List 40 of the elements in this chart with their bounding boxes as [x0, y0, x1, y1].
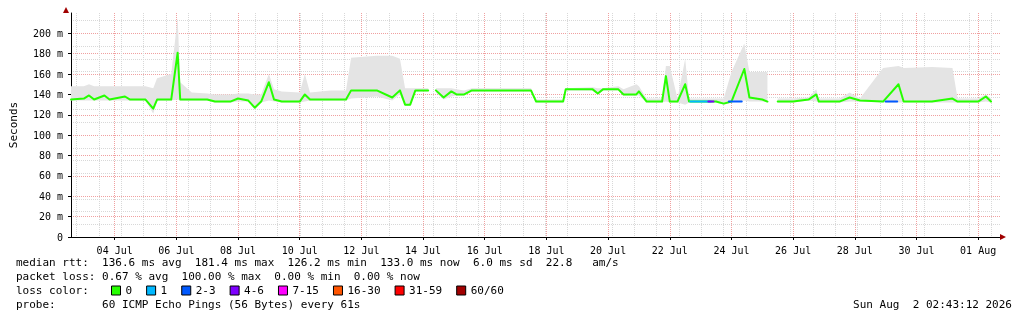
legend-label: 60/60 [470, 284, 504, 297]
y-tick-label: 20 m [38, 211, 63, 223]
x-tick-label: 30 Jul [898, 244, 935, 256]
legend-label: 0 [125, 284, 133, 297]
x-tick-label: 18 Jul [528, 244, 565, 256]
legend-label: 1 [160, 284, 168, 297]
x-tick-label: 01 Aug [960, 244, 997, 256]
text: median rtt: 136.6 ms avg 181.4 ms max 126.2 ms min 133.0 ms now 6.0 ms sd 22.8 am/s [16, 256, 619, 269]
x-tick-label: 28 Jul [836, 244, 873, 256]
legend-title: loss color: [16, 284, 89, 297]
y-tick-label: 80 m [38, 150, 63, 162]
x-tick-label: 14 Jul [405, 244, 442, 256]
y-tick-label: 200 m [32, 27, 63, 39]
text: probe: 60 ICMP Echo Pings (56 Bytes) every 61s [16, 298, 361, 311]
x-tick-label: 16 Jul [466, 244, 503, 256]
legend-label: 31-59 [409, 284, 443, 297]
x-tick-label: 06 Jul [158, 244, 195, 256]
y-axis-title: Seconds [7, 101, 20, 149]
legend-label: 16-30 [347, 284, 381, 297]
legend-label: 2-3 [195, 284, 216, 297]
x-tick-label: 12 Jul [343, 244, 380, 256]
legend-label: 7-15 [292, 284, 319, 297]
y-tick-label: 100 m [32, 129, 63, 141]
x-tick-label: 20 Jul [590, 244, 627, 256]
y-tick-label: 160 m [32, 68, 63, 80]
text: Sun Aug 2 02:43:12 2026 [853, 298, 1012, 311]
x-tick-label: 08 Jul [219, 244, 257, 256]
x-tick-label: 04 Jul [96, 244, 133, 256]
x-tick-label: 24 Jul [713, 244, 750, 256]
y-tick-label: 0 [56, 231, 63, 243]
y-tick-label: 60 m [38, 170, 63, 182]
y-tick-label: 140 m [32, 88, 63, 100]
y-tick-label: 180 m [32, 48, 63, 60]
x-tick-label: 26 Jul [775, 244, 812, 256]
y-tick-label: 120 m [32, 109, 63, 121]
text: packet loss: 0.67 % avg 100.00 % max 0.00 % min 0.00 % now [16, 270, 421, 283]
x-tick-label: 10 Jul [281, 244, 318, 256]
x-tick-label: 22 Jul [651, 244, 688, 256]
legend-label: 4-6 [244, 284, 264, 297]
y-tick-label: 40 m [38, 190, 63, 202]
